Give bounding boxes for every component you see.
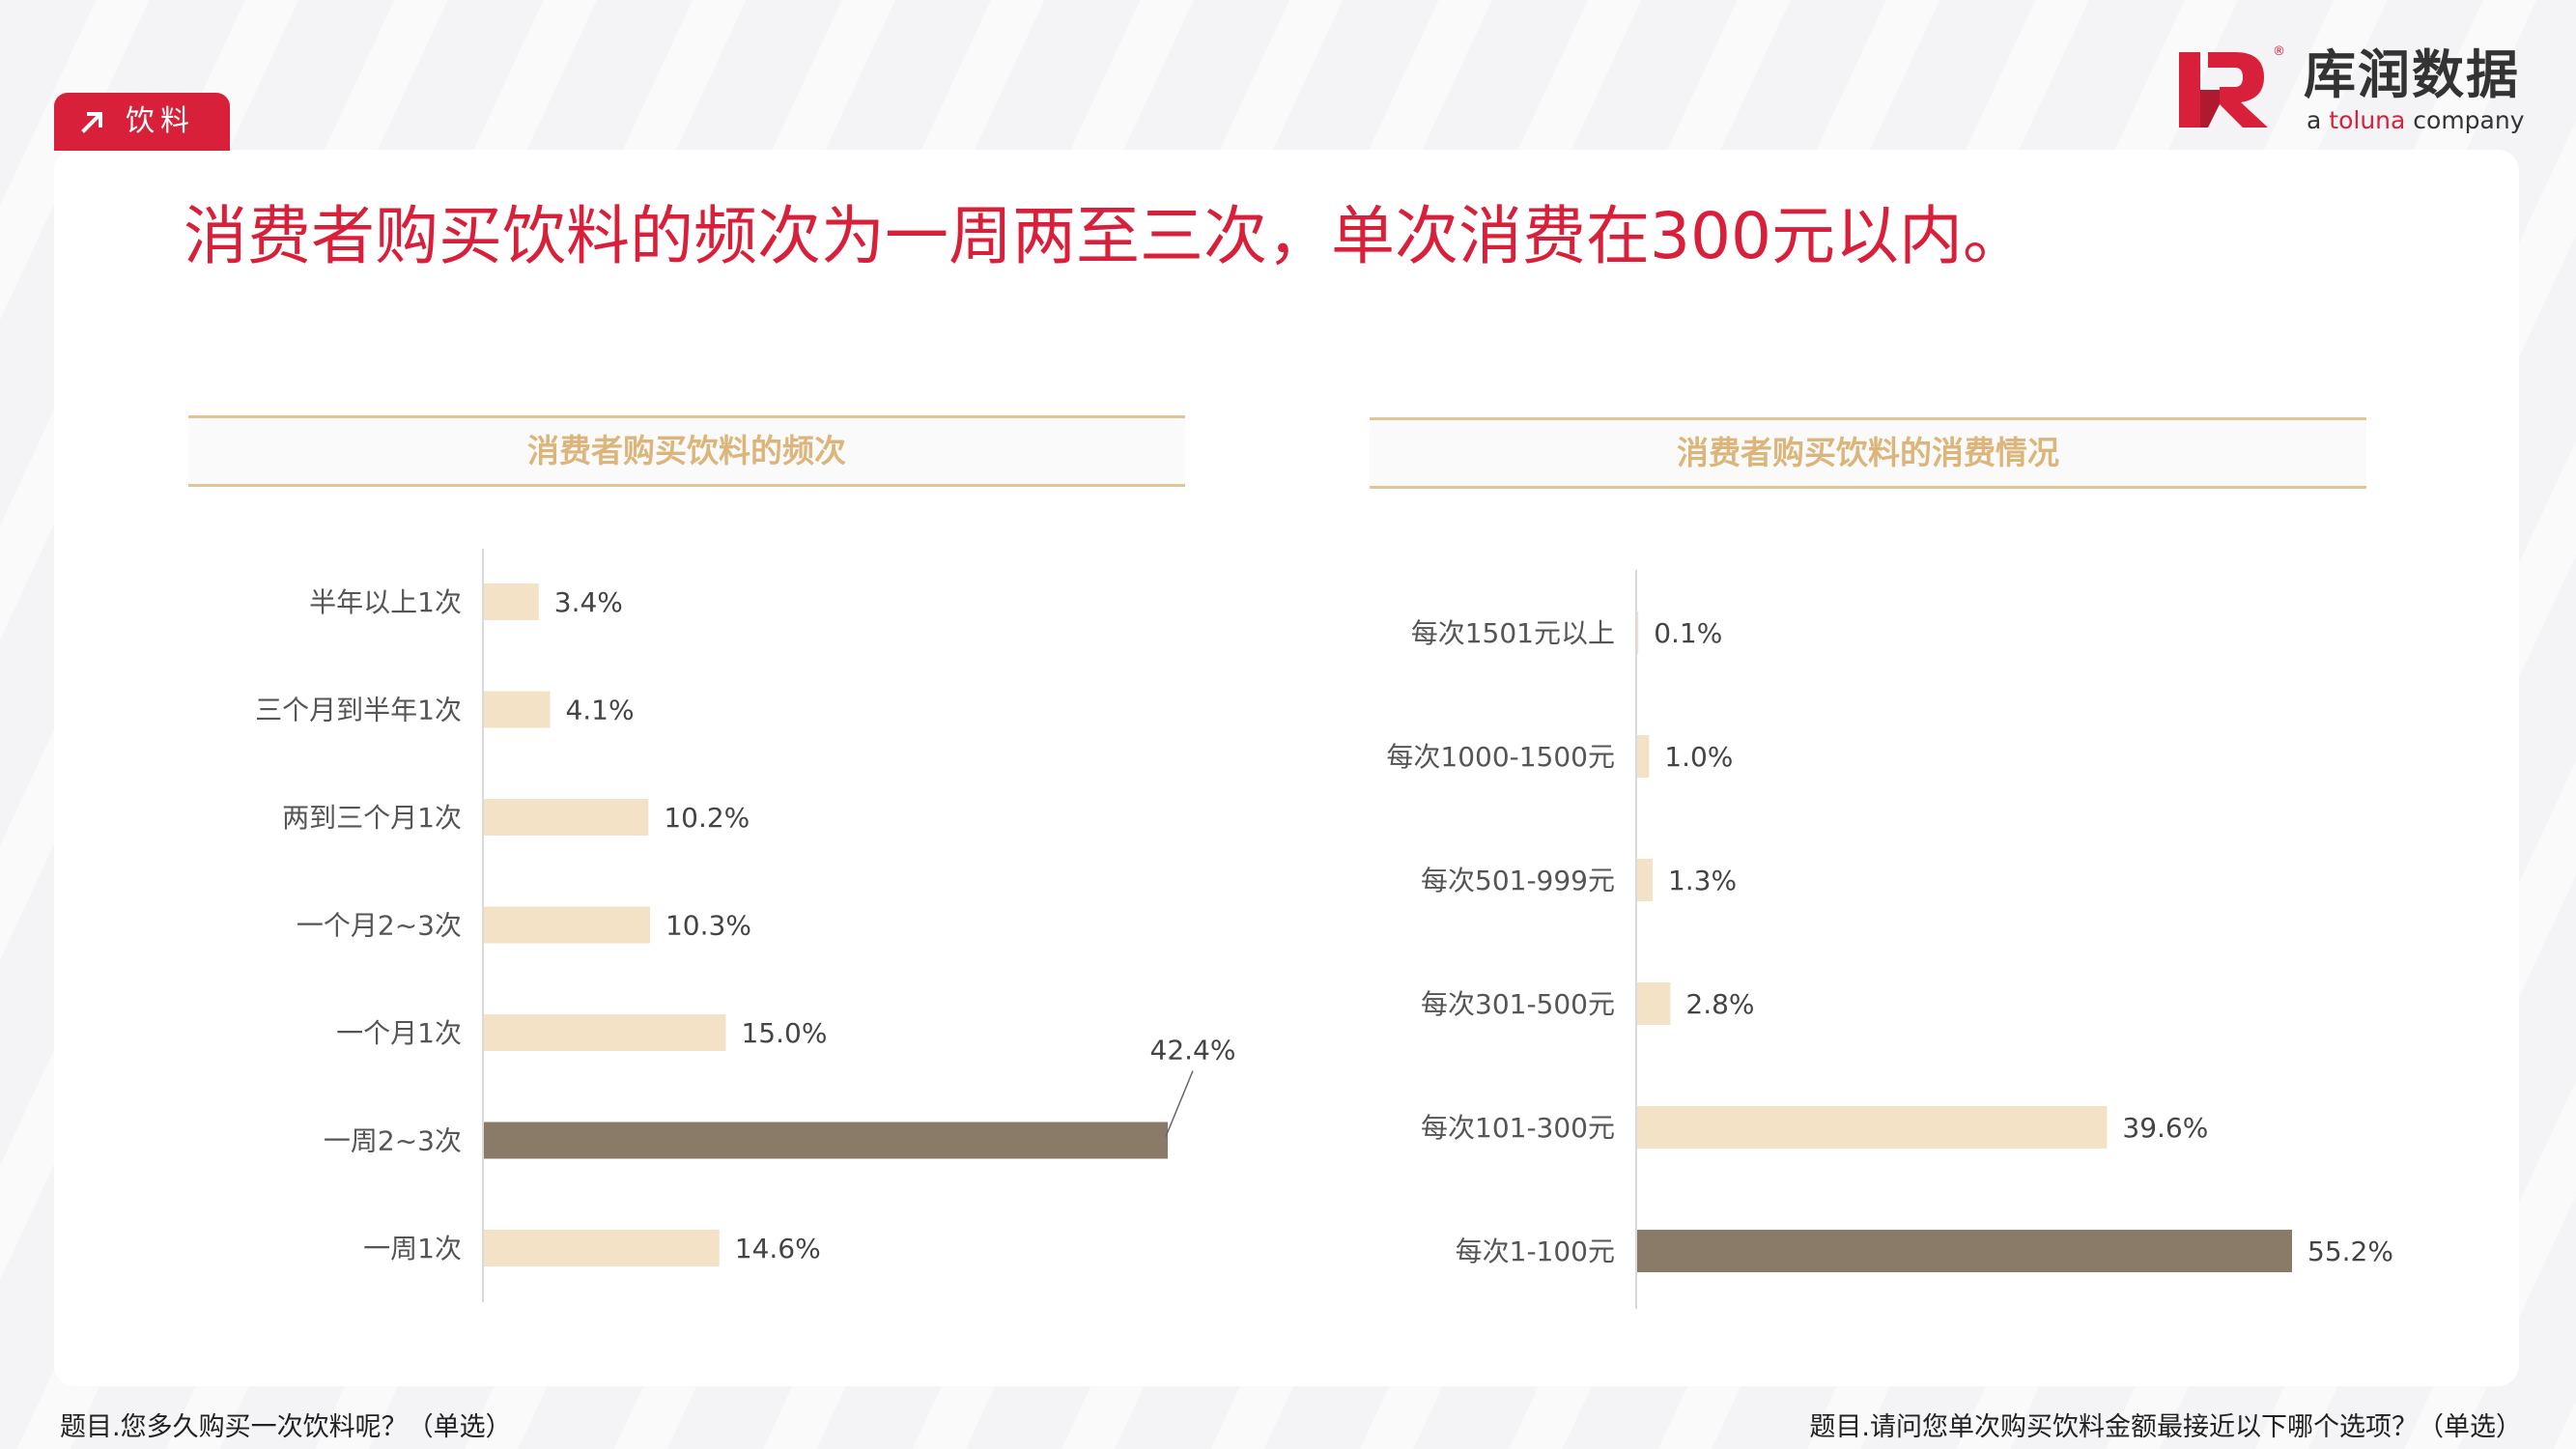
freq-bar bbox=[484, 799, 649, 836]
logo-chinese-name: 库润数据 bbox=[2304, 44, 2520, 105]
freq-value-label: 3.4% bbox=[554, 586, 623, 618]
freq-value-label: 15.0% bbox=[741, 1017, 827, 1049]
spend-category-label: 每次1501元以上 bbox=[1411, 617, 1615, 649]
freq-bar bbox=[484, 1122, 1168, 1159]
freq-category-label: 半年以上1次 bbox=[309, 586, 462, 618]
page-headline: 消费者购买饮料的频次为一周两至三次，单次消费在300元以内。 bbox=[184, 199, 2026, 273]
spend-bar bbox=[1637, 1230, 2292, 1272]
spending-bar-chart: 每次1501元以上 0.1% 每次1000-1500元 1.0% 每次501-999元 1… bbox=[1386, 570, 2393, 1309]
freq-callout-line bbox=[1165, 1070, 1194, 1137]
spend-value-label: 55.2% bbox=[2307, 1236, 2393, 1267]
freq-category-label: 一周1次 bbox=[363, 1233, 462, 1264]
content-card bbox=[54, 150, 2519, 1386]
category-label: 饮料 bbox=[126, 104, 195, 138]
spend-bar bbox=[1637, 735, 1650, 778]
category-tag: 饮料 bbox=[54, 93, 230, 151]
freq-category-label: 三个月到半年1次 bbox=[255, 695, 462, 726]
registered-mark: ® bbox=[2273, 44, 2285, 59]
spend-category-label: 每次101-300元 bbox=[1421, 1112, 1615, 1144]
freq-value-label: 10.3% bbox=[665, 910, 751, 942]
freq-value-label: 42.4% bbox=[1150, 1035, 1236, 1066]
logo-mark-icon bbox=[2179, 52, 2268, 128]
frequency-chart-title: 消费者购买饮料的频次 bbox=[188, 415, 1185, 487]
freq-bar bbox=[484, 583, 539, 620]
logo-tagline: a toluna company bbox=[2307, 106, 2525, 134]
frequency-question-text: 题目.您多久购买一次饮料呢？（单选） bbox=[60, 1412, 512, 1442]
freq-category-label: 一周2~3次 bbox=[324, 1125, 462, 1157]
frequency-bar-chart: 半年以上1次 3.4% 三个月到半年1次 4.1% 两到三个月1次 10.2% 一个月2~3… bbox=[255, 549, 1236, 1302]
freq-bar bbox=[484, 1230, 720, 1266]
freq-value-label: 10.2% bbox=[664, 802, 750, 834]
spend-bar bbox=[1637, 982, 1671, 1025]
freq-category-label: 一个月2~3次 bbox=[297, 910, 462, 942]
spend-bar bbox=[1637, 859, 1653, 901]
spend-value-label: 2.8% bbox=[1685, 988, 1754, 1020]
freq-value-label: 14.6% bbox=[735, 1233, 821, 1264]
spend-category-label: 每次1-100元 bbox=[1456, 1236, 1615, 1267]
spend-value-label: 39.6% bbox=[2122, 1112, 2208, 1144]
spend-value-label: 0.1% bbox=[1654, 617, 1722, 649]
freq-category-label: 两到三个月1次 bbox=[282, 802, 462, 834]
spend-value-label: 1.3% bbox=[1668, 865, 1737, 896]
spend-bar bbox=[1637, 611, 1639, 654]
freq-category-label: 一个月1次 bbox=[336, 1017, 462, 1049]
spend-category-label: 每次301-500元 bbox=[1421, 988, 1615, 1020]
spending-question-text: 题目.请问您单次购买饮料金额最接近以下哪个选项？（单选） bbox=[1809, 1412, 2522, 1442]
freq-bar bbox=[484, 691, 551, 728]
spend-category-label: 每次501-999元 bbox=[1421, 865, 1615, 896]
freq-bar bbox=[484, 1014, 726, 1051]
brand-logo: ® 库润数据 a toluna company bbox=[2175, 44, 2525, 139]
spend-value-label: 1.0% bbox=[1664, 741, 1733, 773]
freq-value-label: 4.1% bbox=[565, 695, 634, 726]
spending-chart-title: 消费者购买饮料的消费情况 bbox=[1370, 417, 2366, 489]
spend-bar bbox=[1637, 1106, 2108, 1149]
spend-category-label: 每次1000-1500元 bbox=[1386, 741, 1615, 773]
freq-bar bbox=[484, 906, 650, 944]
arrow-up-right-icon bbox=[81, 112, 102, 133]
